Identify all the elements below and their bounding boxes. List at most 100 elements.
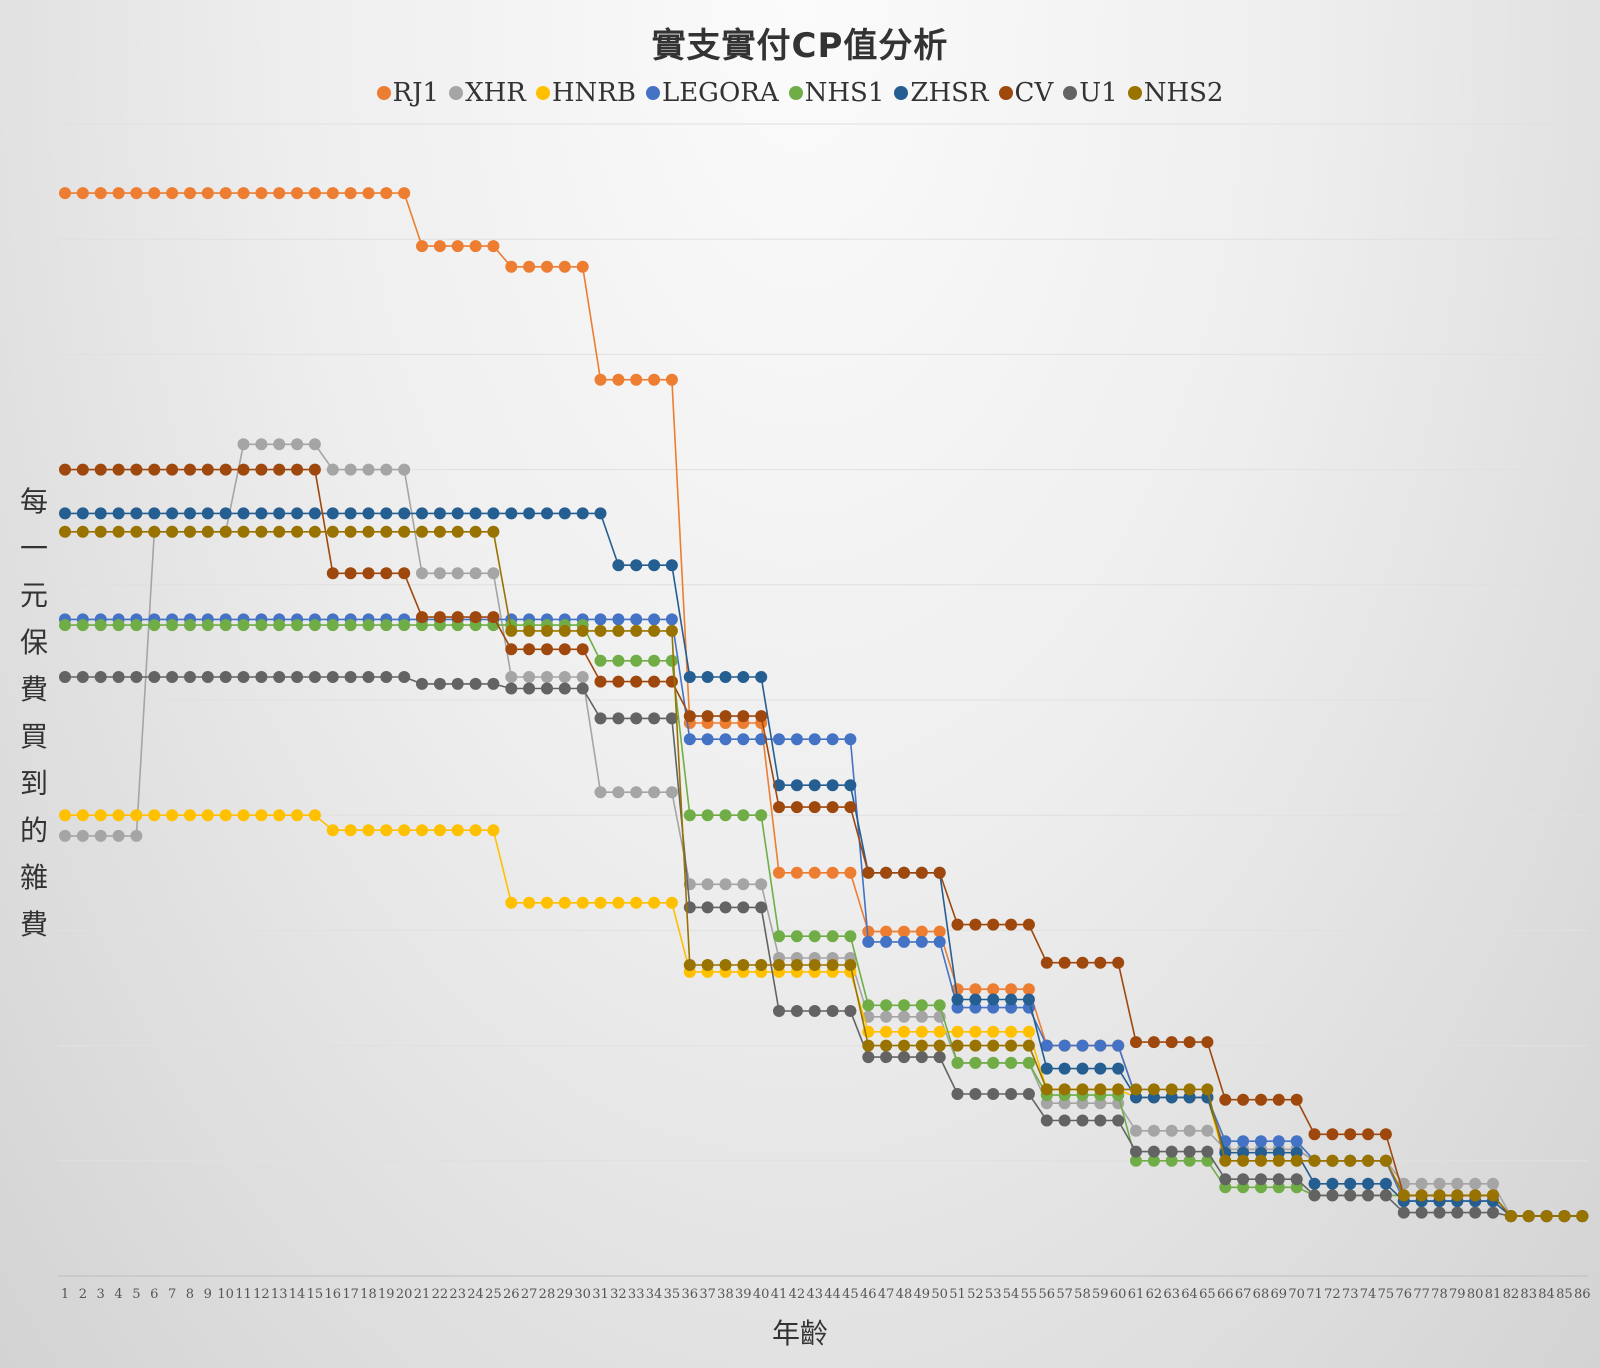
data-point-zhsr — [1058, 1062, 1071, 1075]
x-tick-label: 14 — [289, 1287, 306, 1302]
x-tick-label: 57 — [1056, 1287, 1073, 1302]
data-point-nhs1 — [594, 654, 607, 667]
data-point-rj1 — [1022, 983, 1035, 996]
data-point-nhs2 — [1272, 1154, 1285, 1167]
x-tick-label: 50 — [931, 1287, 948, 1302]
data-point-nhs2 — [308, 525, 321, 538]
series-line-legora — [65, 618, 1583, 1217]
data-point-nhs2 — [1433, 1189, 1446, 1202]
data-point-rj1 — [184, 187, 196, 200]
data-point-cv — [59, 463, 71, 476]
series-zhsr — [59, 507, 1589, 1223]
data-point-xhr — [416, 567, 428, 580]
legend-label: XHR — [465, 78, 526, 108]
data-point-nhs1 — [94, 619, 107, 632]
data-point-rj1 — [630, 373, 643, 386]
data-point-nhs2 — [1201, 1083, 1214, 1096]
data-point-zhsr — [398, 507, 411, 520]
data-point-legora — [862, 935, 875, 948]
data-point-nhs2 — [344, 525, 357, 538]
data-point-xhr — [541, 671, 553, 683]
data-point-nhs2 — [826, 959, 839, 971]
data-point-nhs2 — [1237, 1154, 1250, 1167]
data-point-cv — [291, 463, 304, 476]
data-point-u1 — [130, 671, 143, 683]
data-point-nhs2 — [76, 525, 89, 538]
data-point-nhs2 — [987, 1039, 1000, 1052]
data-point-zhsr — [166, 507, 179, 520]
data-point-nhs2 — [880, 1039, 893, 1052]
data-point-hnrb — [505, 896, 518, 909]
x-tick-label: 84 — [1538, 1287, 1555, 1302]
data-point-rj1 — [487, 240, 500, 253]
legend-marker — [1063, 86, 1078, 100]
data-point-u1 — [862, 1051, 875, 1064]
data-point-hnrb — [433, 824, 446, 837]
data-point-u1 — [380, 671, 393, 683]
data-point-cv — [898, 866, 910, 879]
data-point-hnrb — [451, 824, 464, 837]
data-point-nhs1 — [219, 619, 232, 632]
data-point-cv — [594, 675, 607, 688]
data-point-nhs1 — [1165, 1154, 1178, 1167]
data-point-rj1 — [844, 866, 857, 879]
data-point-xhr — [1451, 1177, 1464, 1190]
series-rj1 — [59, 187, 1589, 1223]
data-point-rj1 — [112, 187, 125, 200]
data-point-rj1 — [219, 187, 232, 200]
data-point-rj1 — [808, 866, 821, 879]
data-point-u1 — [308, 671, 321, 683]
data-point-xhr — [630, 786, 643, 799]
data-point-legora — [1255, 1135, 1267, 1148]
data-point-zhsr — [844, 779, 857, 792]
legend-marker — [535, 86, 550, 100]
data-point-xhr — [523, 671, 536, 683]
data-point-cv — [1058, 956, 1071, 969]
data-point-u1 — [648, 712, 661, 725]
data-point-rj1 — [898, 925, 910, 938]
x-tick-label: 17 — [342, 1287, 359, 1302]
data-point-u1 — [219, 671, 232, 683]
data-point-u1 — [1219, 1173, 1232, 1186]
x-tick-label: 82 — [1503, 1287, 1520, 1302]
x-tick-label: 26 — [503, 1287, 520, 1302]
data-point-zhsr — [308, 507, 321, 520]
data-point-rj1 — [880, 925, 893, 938]
data-point-cv — [255, 463, 268, 476]
data-point-u1 — [576, 682, 589, 695]
data-point-cv — [505, 643, 518, 656]
data-point-cv — [237, 463, 250, 476]
data-point-u1 — [166, 671, 179, 683]
data-point-cv — [808, 801, 821, 814]
data-point-legora — [1272, 1135, 1285, 1148]
data-point-hnrb — [1005, 1025, 1018, 1038]
data-point-rj1 — [237, 187, 250, 200]
data-point-nhs2 — [790, 959, 803, 971]
data-point-nhs2 — [1415, 1189, 1428, 1202]
data-point-u1 — [148, 671, 161, 683]
data-point-nhs1 — [201, 619, 214, 632]
data-point-cv — [701, 710, 714, 723]
data-point-cv — [915, 866, 928, 879]
data-point-nhs2 — [326, 525, 339, 538]
data-point-nhs1 — [1147, 1154, 1160, 1167]
x-tick-label: 10 — [217, 1287, 234, 1302]
x-tick-label: 16 — [324, 1287, 341, 1302]
data-point-cv — [737, 710, 750, 723]
x-tick-labels: 1 2 3 4 5 6 7 8 9 10 11 12 13 14 15 16 17 18 19 20 21 22 23 24 2… — [61, 1287, 1591, 1302]
data-point-u1 — [416, 677, 428, 690]
data-point-hnrb — [630, 896, 643, 909]
data-point-hnrb — [273, 809, 286, 822]
data-point-zhsr — [523, 507, 536, 520]
data-point-u1 — [898, 1051, 910, 1064]
legend-label: HNRB — [551, 78, 636, 108]
data-point-zhsr — [130, 507, 143, 520]
x-tick-label: 52 — [967, 1287, 984, 1302]
data-point-u1 — [1022, 1088, 1035, 1100]
data-point-rj1 — [1005, 983, 1018, 996]
data-point-zhsr — [630, 559, 643, 572]
data-point-zhsr — [1379, 1177, 1392, 1190]
data-point-nhs1 — [826, 930, 839, 943]
data-point-nhs1 — [1183, 1154, 1196, 1167]
y-axis-label: 每一元保費買到的雜費 — [19, 485, 48, 941]
